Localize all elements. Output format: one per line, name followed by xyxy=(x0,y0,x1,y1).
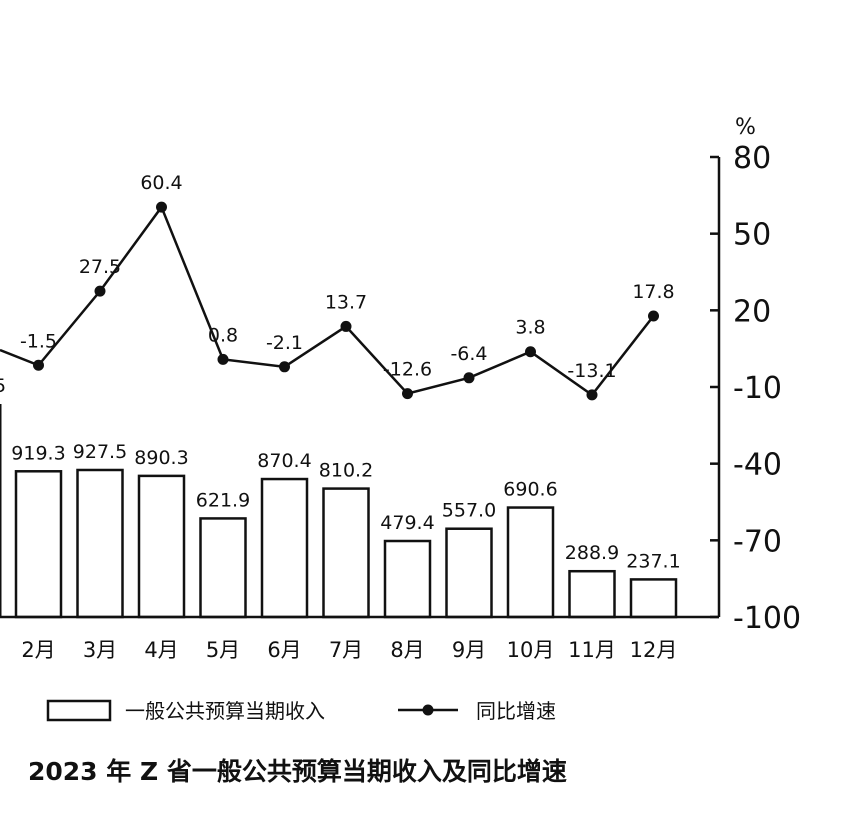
growth-value-label-8: -12.6 xyxy=(383,359,432,381)
legend-bar-label: 一般公共预算当期收入 xyxy=(125,699,325,723)
bar-value-label-3: 927.5 xyxy=(73,441,127,463)
growth-point-2 xyxy=(33,359,44,371)
bar-value-label-2: 919.3 xyxy=(11,442,65,464)
month-label-4: 4月 xyxy=(144,638,178,662)
growth-points-layer: -1.5 27.5 60.4 0.8 -2.1 13.7 -12.6 -6.4 3.8 -13.1… xyxy=(20,172,675,401)
first-bar-partial-label: 5 xyxy=(0,375,6,397)
bar-value-label-7: 810.2 xyxy=(319,460,373,482)
revenue-bar-3 xyxy=(76,468,124,619)
bars-layer: 919.3 927.5 890.3 621.9 870.4 810.2 479.4 557.0… xyxy=(0,404,681,619)
bar-value-label-9: 557.0 xyxy=(442,500,496,522)
month-label-11: 11月 xyxy=(568,638,616,662)
growth-point-3 xyxy=(94,285,106,297)
growth-value-label-3: 27.5 xyxy=(79,256,121,278)
right-tick-label-1: 50 xyxy=(733,218,771,253)
revenue-bar-7 xyxy=(322,487,370,619)
growth-value-label-6: -2.1 xyxy=(266,332,303,354)
month-label-3: 3月 xyxy=(83,638,117,662)
right-tick-label-0: 80 xyxy=(733,141,771,176)
month-label-5: 5月 xyxy=(206,638,240,662)
month-label-2: 2月 xyxy=(21,638,55,662)
month-label-9: 9月 xyxy=(452,638,486,662)
growth-point-11 xyxy=(586,389,598,401)
growth-value-label-2: -1.5 xyxy=(20,330,57,352)
growth-value-label-4: 60.4 xyxy=(140,172,182,194)
legend-line-marker xyxy=(422,704,434,716)
bar-value-label-5: 621.9 xyxy=(196,489,250,511)
revenue-bar-6 xyxy=(260,477,309,619)
right-tick-label-3: -10 xyxy=(733,371,782,406)
right-tick-label-6: -100 xyxy=(733,601,801,636)
growth-point-7 xyxy=(340,320,352,332)
revenue-bar-11 xyxy=(568,569,616,619)
growth-value-label-5: 0.8 xyxy=(208,324,238,346)
growth-value-label-12: 17.8 xyxy=(632,281,674,303)
x-axis-month-labels: 2月 3月 4月 5月 6月 7月 8月 9月 10月 11月 12月 xyxy=(21,638,677,662)
revenue-bar-4 xyxy=(137,474,186,619)
growth-point-9 xyxy=(463,372,475,384)
growth-value-label-10: 3.8 xyxy=(515,317,545,339)
bar-value-label-10: 690.6 xyxy=(503,479,557,501)
revenue-bar-12 xyxy=(629,578,678,619)
growth-value-label-9: -6.4 xyxy=(450,343,487,365)
month-label-8: 8月 xyxy=(390,638,424,662)
revenue-bar-10 xyxy=(506,506,555,619)
revenue-bar-2 xyxy=(14,470,63,619)
bar-value-label-12: 237.1 xyxy=(626,550,680,572)
bar-value-label-11: 288.9 xyxy=(565,542,619,564)
month-label-7: 7月 xyxy=(329,638,363,662)
growth-point-12 xyxy=(648,310,659,322)
legend: 一般公共预算当期收入 同比增速 xyxy=(46,699,556,723)
growth-rate-line xyxy=(0,204,655,397)
right-tick-label-4: -40 xyxy=(733,448,782,483)
right-axis-unit: % xyxy=(735,115,756,140)
growth-point-4 xyxy=(156,201,167,213)
month-label-10: 10月 xyxy=(507,638,555,662)
right-tick-label-5: -70 xyxy=(733,524,782,559)
bar-value-label-4: 890.3 xyxy=(134,447,188,469)
revenue-bar-9 xyxy=(445,527,493,619)
growth-point-10 xyxy=(525,346,536,358)
month-label-12: 12月 xyxy=(630,638,678,662)
growth-point-5 xyxy=(217,353,229,365)
growth-point-8 xyxy=(402,388,413,400)
growth-value-label-11: -13.1 xyxy=(567,360,616,382)
bar-value-label-6: 870.4 xyxy=(257,450,311,472)
chart-title: 2023 年 Z 省一般公共预算当期收入及同比增速 xyxy=(28,757,567,786)
legend-bar-swatch xyxy=(46,699,112,722)
growth-value-label-7: 13.7 xyxy=(325,291,367,313)
bar-value-label-8: 479.4 xyxy=(380,512,434,534)
revenue-bar-5 xyxy=(199,517,247,619)
right-tick-label-2: 20 xyxy=(733,294,771,329)
month-label-6: 6月 xyxy=(267,638,301,662)
revenue-bar-8 xyxy=(383,539,432,619)
growth-point-6 xyxy=(279,361,290,373)
right-axis-ticks: 80 50 20 -10 -40 -70 -100 xyxy=(710,141,801,636)
legend-line-label: 同比增速 xyxy=(476,699,556,723)
